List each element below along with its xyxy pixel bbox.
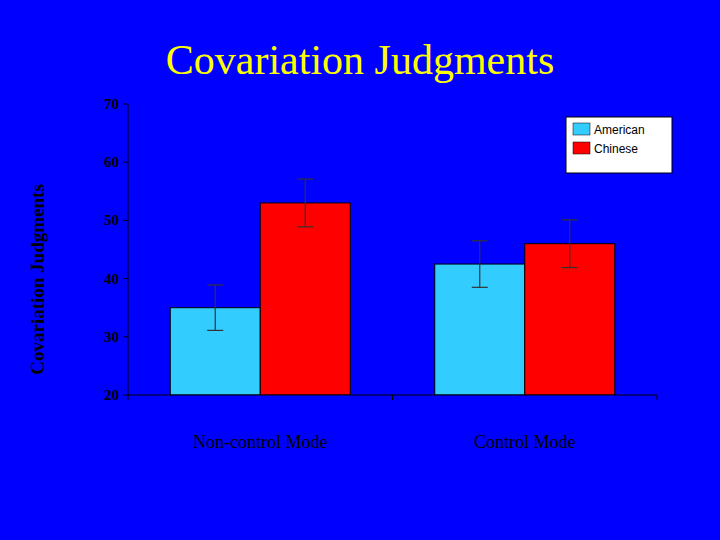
error-bar [562,220,578,268]
background [0,0,720,540]
y-tick-label: 60 [104,154,119,170]
y-tick-label: 40 [104,271,119,287]
error-bar [472,241,488,288]
x-tick [657,395,658,400]
x-tick [392,395,393,400]
legend: American Chinese [566,117,672,173]
legend-swatch [573,123,590,135]
y-tick [123,162,128,163]
legend-swatch [573,142,590,154]
x-tick [128,395,129,400]
y-axis [128,104,129,395]
legend-box [566,117,672,173]
legend-label: Chinese [594,142,638,156]
bar [260,203,350,395]
error-bar [207,285,223,330]
y-tick [123,278,128,279]
y-tick [123,220,128,221]
y-tick-label: 70 [104,96,119,112]
legend-label: American [594,123,645,137]
x-tick-label: Non-control Mode [193,432,327,452]
y-tick [123,395,128,396]
y-tick-label: 50 [104,212,119,228]
plot-area [170,179,615,395]
title: Covariation Judgments [166,37,554,83]
y-tick-label: 20 [104,387,119,403]
chart-svg: Covariation Judgments Covariation Judgmen… [0,0,720,540]
x-tick-label: Control Mode [474,432,576,452]
y-axis-label: Covariation Judgments [27,184,48,375]
y-tick-label: 30 [104,329,119,345]
y-tick [123,336,128,337]
y-tick [123,104,128,105]
chart-container: Covariation Judgments Covariation Judgmen… [0,0,720,540]
error-bar [297,179,313,227]
